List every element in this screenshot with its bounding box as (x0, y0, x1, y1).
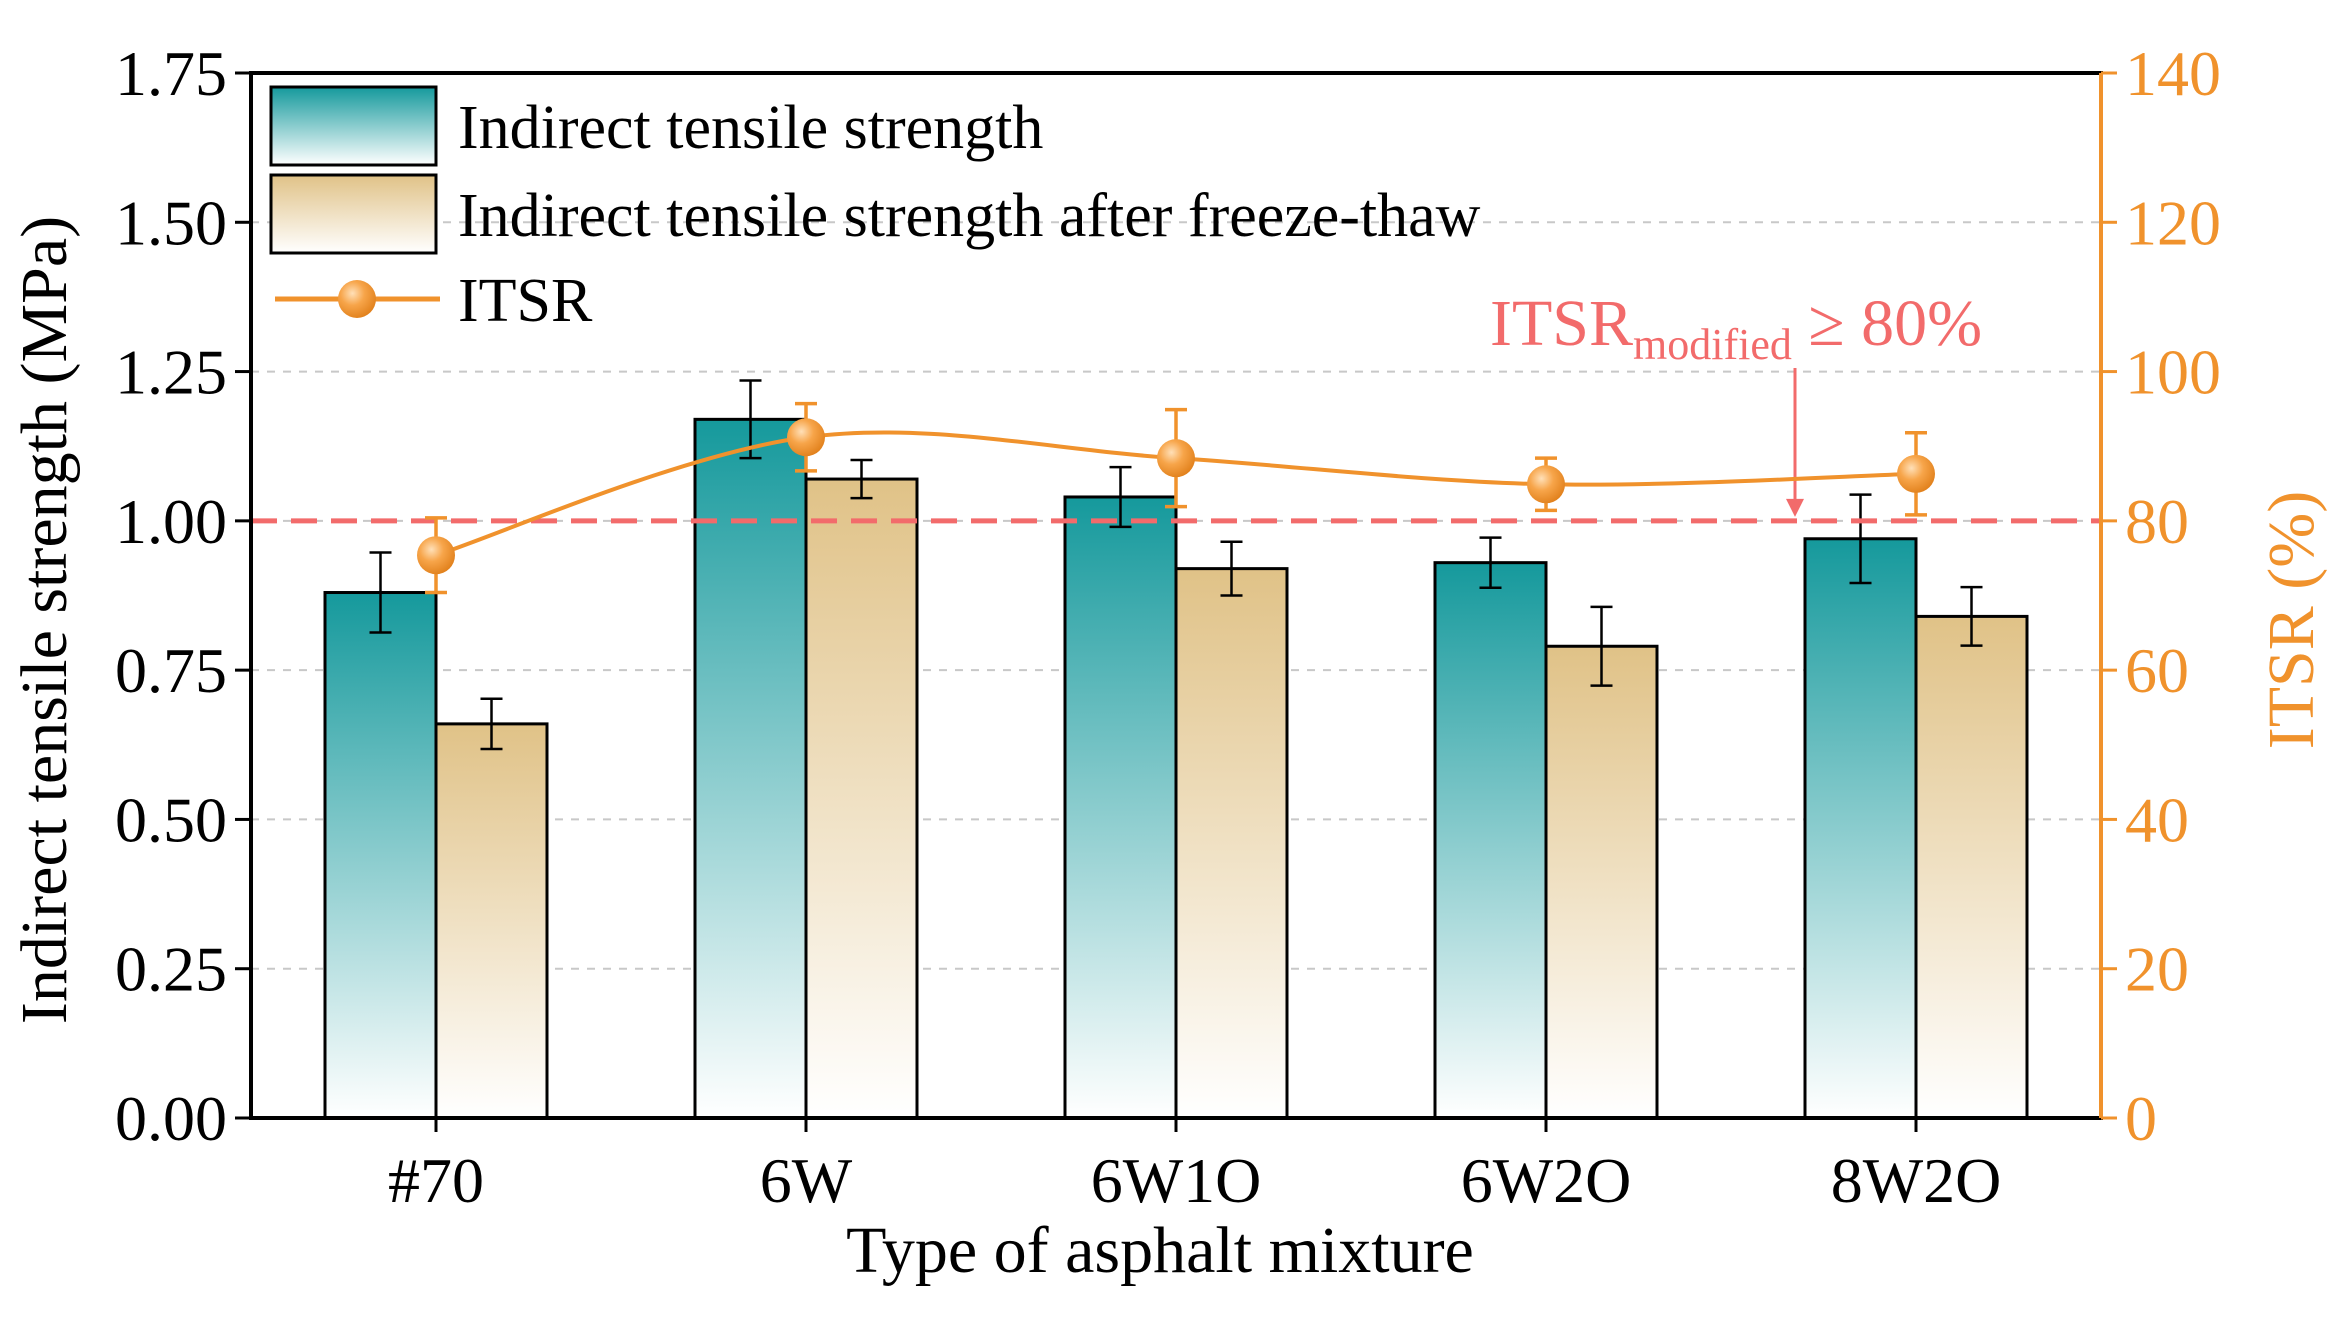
error-bar (1849, 493, 1872, 585)
threshold-label-main: ITSR (1490, 287, 1633, 360)
bar-series (323, 417, 2029, 1120)
x-tick-label: 6W (760, 1145, 853, 1216)
bar-its-freeze-thaw (1544, 644, 1659, 1120)
bar-its-freeze-thaw (434, 722, 549, 1120)
error-bar (1220, 540, 1243, 597)
error-bar (1960, 585, 1983, 647)
legend-swatch-its-ft (269, 173, 438, 255)
y2-axis-title: ITSR (%) (2255, 491, 2328, 749)
legend-marker-itsr (338, 280, 376, 318)
x-tick-label: 8W2O (1831, 1145, 2002, 1216)
legend-label-itsr: ITSR (458, 267, 593, 335)
legend: Indirect tensile strength Indirect tensi… (269, 85, 1481, 335)
itsr-point (1897, 454, 1935, 493)
bar-its (1433, 561, 1548, 1120)
bar-its-freeze-thaw (1914, 614, 2029, 1120)
y2-tick-label: 40 (2125, 784, 2189, 855)
error-bar (1590, 605, 1613, 687)
y2-tick-label: 100 (2125, 337, 2221, 408)
itsr-point (417, 536, 455, 575)
bar-its (693, 417, 808, 1120)
error-bars (369, 379, 1983, 751)
y2-tick-label: 120 (2125, 187, 2221, 258)
y-tick-label: 0.50 (115, 784, 227, 855)
x-axis-title: Type of asphalt mixture (846, 1214, 1474, 1287)
y-tick-label: 1.00 (115, 486, 227, 557)
x-tick-label: 6W1O (1091, 1145, 1262, 1216)
error-bar (850, 458, 873, 500)
y2-tick-label: 60 (2125, 635, 2189, 706)
bar-its (1063, 495, 1178, 1120)
y2-tick-label: 0 (2125, 1083, 2157, 1154)
bar-its (323, 591, 438, 1120)
threshold-arrow-head (1786, 498, 1804, 517)
legend-label-its-ft: Indirect tensile strength after freeze-t… (458, 182, 1481, 250)
bar-its-freeze-thaw (804, 477, 919, 1120)
bar-its (1803, 537, 1918, 1120)
threshold-label-sub: modified (1633, 320, 1792, 369)
y-axis-title: Indirect tensile strength (MPa) (8, 216, 81, 1024)
x-tick-label: #70 (388, 1145, 484, 1216)
x-tick-label: 6W2O (1461, 1145, 1632, 1216)
error-bar (480, 697, 503, 751)
legend-label-its: Indirect tensile strength (458, 94, 1043, 162)
bar-its-freeze-thaw (1174, 567, 1289, 1120)
itsr-point (787, 418, 825, 457)
y-tick-label: 1.50 (115, 187, 227, 258)
itsr-point (1527, 465, 1565, 504)
y2-tick-label: 140 (2125, 38, 2221, 109)
threshold-label: ITSRmodified ≥ 80% (1490, 287, 1982, 369)
y-tick-label: 1.75 (115, 38, 227, 109)
error-bar (1479, 536, 1502, 589)
y-tick-label: 1.25 (115, 337, 227, 408)
error-bar (369, 551, 392, 634)
axes: 0.00 0.25 0.50 0.75 1.00 1.25 1.50 1.75 0 20 40 60 8… (115, 38, 2221, 1216)
y-tick-label: 0.75 (115, 635, 227, 706)
itsr-line-series (417, 401, 1935, 595)
y-tick-label: 0.25 (115, 934, 227, 1005)
threshold-group (251, 368, 2101, 524)
y2-tick-label: 20 (2125, 934, 2189, 1005)
y2-tick-label: 80 (2125, 486, 2189, 557)
legend-swatch-its (269, 85, 438, 167)
y-tick-label: 0.00 (115, 1083, 227, 1154)
itsr-point (1157, 439, 1195, 478)
error-bar (1109, 465, 1132, 529)
threshold-label-tail: ≥ 80% (1792, 287, 1982, 360)
error-bar (739, 379, 762, 460)
